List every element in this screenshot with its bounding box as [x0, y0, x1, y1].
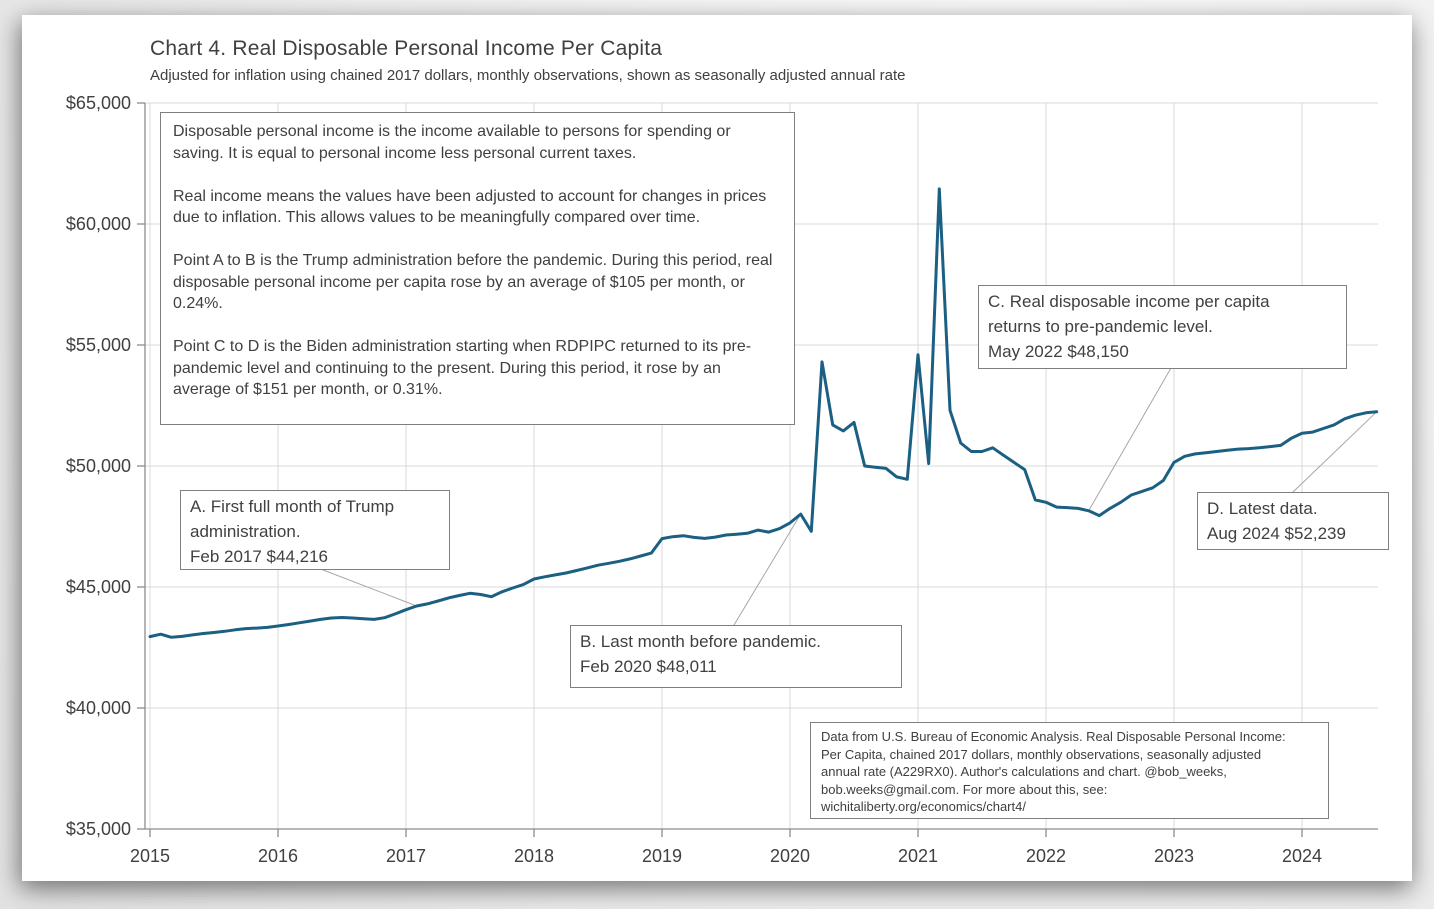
- text-line: Per Capita, chained 2017 dollars, monthl…: [821, 746, 1262, 762]
- text-line: administration.: [190, 522, 301, 541]
- description-paragraph-1: Disposable personal income is the income…: [173, 123, 731, 162]
- x-axis-label: 2020: [770, 846, 810, 866]
- description-paragraph-3: Point A to B is the Trump administration…: [173, 252, 773, 312]
- description-box: Disposable personal income is the income…: [160, 112, 795, 425]
- text-line: returns to pre-pandemic level.: [988, 317, 1213, 336]
- y-axis-label: $40,000: [66, 698, 131, 718]
- text-line: Aug 2024 $52,239: [1207, 524, 1346, 543]
- annotation-point-a: A. First full month of Trump administrati…: [180, 490, 450, 570]
- x-axis-label: 2023: [1154, 846, 1194, 866]
- text-line: Data from U.S. Bureau of Economic Analys…: [821, 729, 1286, 744]
- leader-line-a: [317, 567, 417, 607]
- text-line: Feb 2020 $48,011: [580, 657, 717, 676]
- text-line: bob.weeks@gmail.com. For more about this…: [821, 781, 1108, 797]
- leader-line-c: [1088, 367, 1172, 512]
- x-axis-label: 2017: [386, 846, 426, 866]
- y-axis-label: $55,000: [66, 335, 131, 355]
- description-paragraph-2: Real income means the values have been a…: [173, 187, 767, 227]
- annotation-point-c: C. Real disposable income per capita retu…: [978, 285, 1347, 369]
- x-axis-label: 2019: [642, 846, 682, 866]
- text-line: C. Real disposable income per capita: [988, 292, 1270, 311]
- chart-card: $35,000 $40,000 $45,000 $50,000 $55,000 $60,0…: [22, 15, 1412, 881]
- text-line: Feb 2017 $44,216: [190, 547, 329, 566]
- y-axis-label: $65,000: [66, 93, 131, 113]
- chart-title: Chart 4. Real Disposable Personal Income…: [150, 37, 663, 60]
- x-axis-label: 2021: [898, 846, 938, 866]
- y-axis-label: $50,000: [66, 456, 131, 476]
- y-axis-label: $60,000: [66, 214, 131, 234]
- text-line: annual rate (A229RX0). Author's calculat…: [821, 764, 1227, 779]
- leader-line-b: [733, 513, 802, 626]
- text-line: D. Latest data.: [1207, 499, 1318, 518]
- text-line: B. Last month before pandemic.: [580, 632, 821, 651]
- x-axis-label: 2016: [258, 846, 298, 866]
- x-axis-label: 2015: [130, 846, 170, 866]
- source-box: Data from U.S. Bureau of Economic Analys…: [810, 722, 1329, 819]
- y-axis-label: $45,000: [66, 577, 131, 597]
- x-axis-label: 2018: [514, 846, 554, 866]
- y-axis-label: $35,000: [66, 819, 131, 839]
- text-line: A. First full month of Trump: [190, 497, 395, 516]
- description-paragraph-4: Point C to D is the Biden administration…: [173, 338, 752, 398]
- annotation-point-d: D. Latest data. Aug 2024 $52,239: [1197, 492, 1389, 550]
- text-line: May 2022 $48,150: [988, 342, 1129, 361]
- x-axis-label: 2022: [1026, 846, 1066, 866]
- x-axis-label: 2024: [1282, 846, 1322, 866]
- annotation-point-b: B. Last month before pandemic. Feb 2020 $…: [570, 625, 902, 688]
- income-line-series: [148, 187, 1379, 639]
- leader-line-d: [1292, 411, 1378, 493]
- chart-subtitle: Adjusted for inflation using chained 201…: [150, 67, 906, 84]
- text-line: wichitaliberty.org/economics/chart4/: [821, 799, 1026, 814]
